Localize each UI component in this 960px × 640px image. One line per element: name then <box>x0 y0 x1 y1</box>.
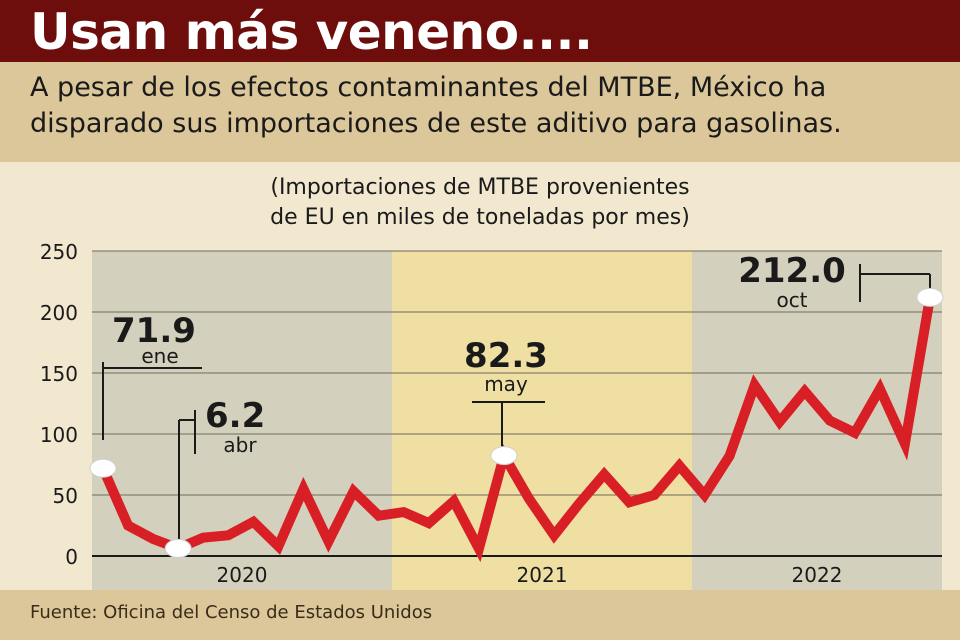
annotation-value: 82.3 <box>464 336 548 376</box>
year-band-2022 <box>692 251 942 590</box>
year-label-2021: 2021 <box>517 563 568 587</box>
annotation-month: ene <box>141 344 178 368</box>
annotation-month: oct <box>776 288 807 312</box>
chart-title-line-2: de EU en miles de toneladas por mes) <box>270 205 690 230</box>
y-tick-label: 50 <box>53 484 78 508</box>
annotation-marker <box>89 458 117 478</box>
annotation-marker <box>164 538 192 558</box>
source-band <box>0 590 960 640</box>
year-label-2020: 2020 <box>217 563 268 587</box>
headline: Usan más veneno.... <box>30 3 593 61</box>
annotation-marker <box>490 446 518 466</box>
year-label-2022: 2022 <box>792 563 843 587</box>
source-note: Fuente: Oficina del Censo de Estados Uni… <box>30 602 433 623</box>
y-tick-label: 200 <box>40 301 78 325</box>
title-bar <box>0 0 960 62</box>
subtitle: A pesar de los efectos contaminantes del… <box>30 72 842 139</box>
annotation-value: 212.0 <box>738 251 846 291</box>
annotation-month: abr <box>223 433 257 457</box>
chart-title-line-1: (Importaciones de MTBE provenientes <box>270 175 689 200</box>
series-line <box>98 296 935 563</box>
line-chart: 0 50 100 150 200 250 (Importaciones de MTBE p… <box>40 175 944 590</box>
annotation-marker <box>916 287 944 307</box>
y-tick-label: 250 <box>40 240 78 264</box>
subtitle-band <box>0 62 960 162</box>
y-tick-label: 0 <box>65 545 78 569</box>
y-tick-label: 150 <box>40 362 78 386</box>
annotation-value: 6.2 <box>205 396 265 436</box>
annotation-value: 71.9 <box>112 311 196 351</box>
annotation-month: may <box>484 372 528 396</box>
y-tick-label: 100 <box>40 423 78 447</box>
year-band-2021 <box>392 251 692 590</box>
